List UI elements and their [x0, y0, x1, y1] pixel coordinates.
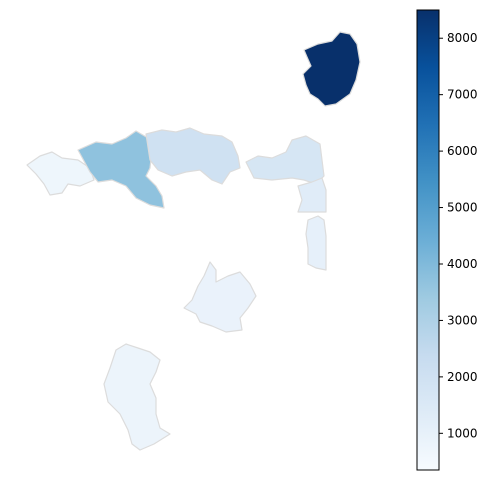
region-far-west [26, 151, 95, 196]
region-south [103, 343, 171, 451]
colorbar-tick-label: 7000 [447, 88, 478, 102]
region-east-central [245, 135, 325, 185]
regions-layer [26, 31, 361, 451]
colorbar-ticks: 1000 2000 3000 4000 5000 6000 7000 8000 [439, 31, 478, 440]
region-east-strip [305, 215, 327, 271]
region-west-central [77, 130, 165, 209]
colorbar-tick-label: 4000 [447, 257, 478, 271]
region-northeast [302, 31, 361, 107]
colorbar-tick-label: 5000 [447, 201, 478, 215]
colorbar-tick-label: 6000 [447, 144, 478, 158]
region-east-south [297, 177, 327, 213]
colorbar-tick-label: 8000 [447, 31, 478, 45]
region-center [183, 261, 257, 333]
colorbar-tick-label: 1000 [447, 426, 478, 440]
region-central-north [145, 127, 241, 185]
colorbar-bar [416, 9, 440, 471]
colorbar: 1000 2000 3000 4000 5000 6000 7000 8000 [416, 9, 478, 471]
colorbar-tick-label: 2000 [447, 370, 478, 384]
colorbar-tick-label: 3000 [447, 313, 478, 327]
